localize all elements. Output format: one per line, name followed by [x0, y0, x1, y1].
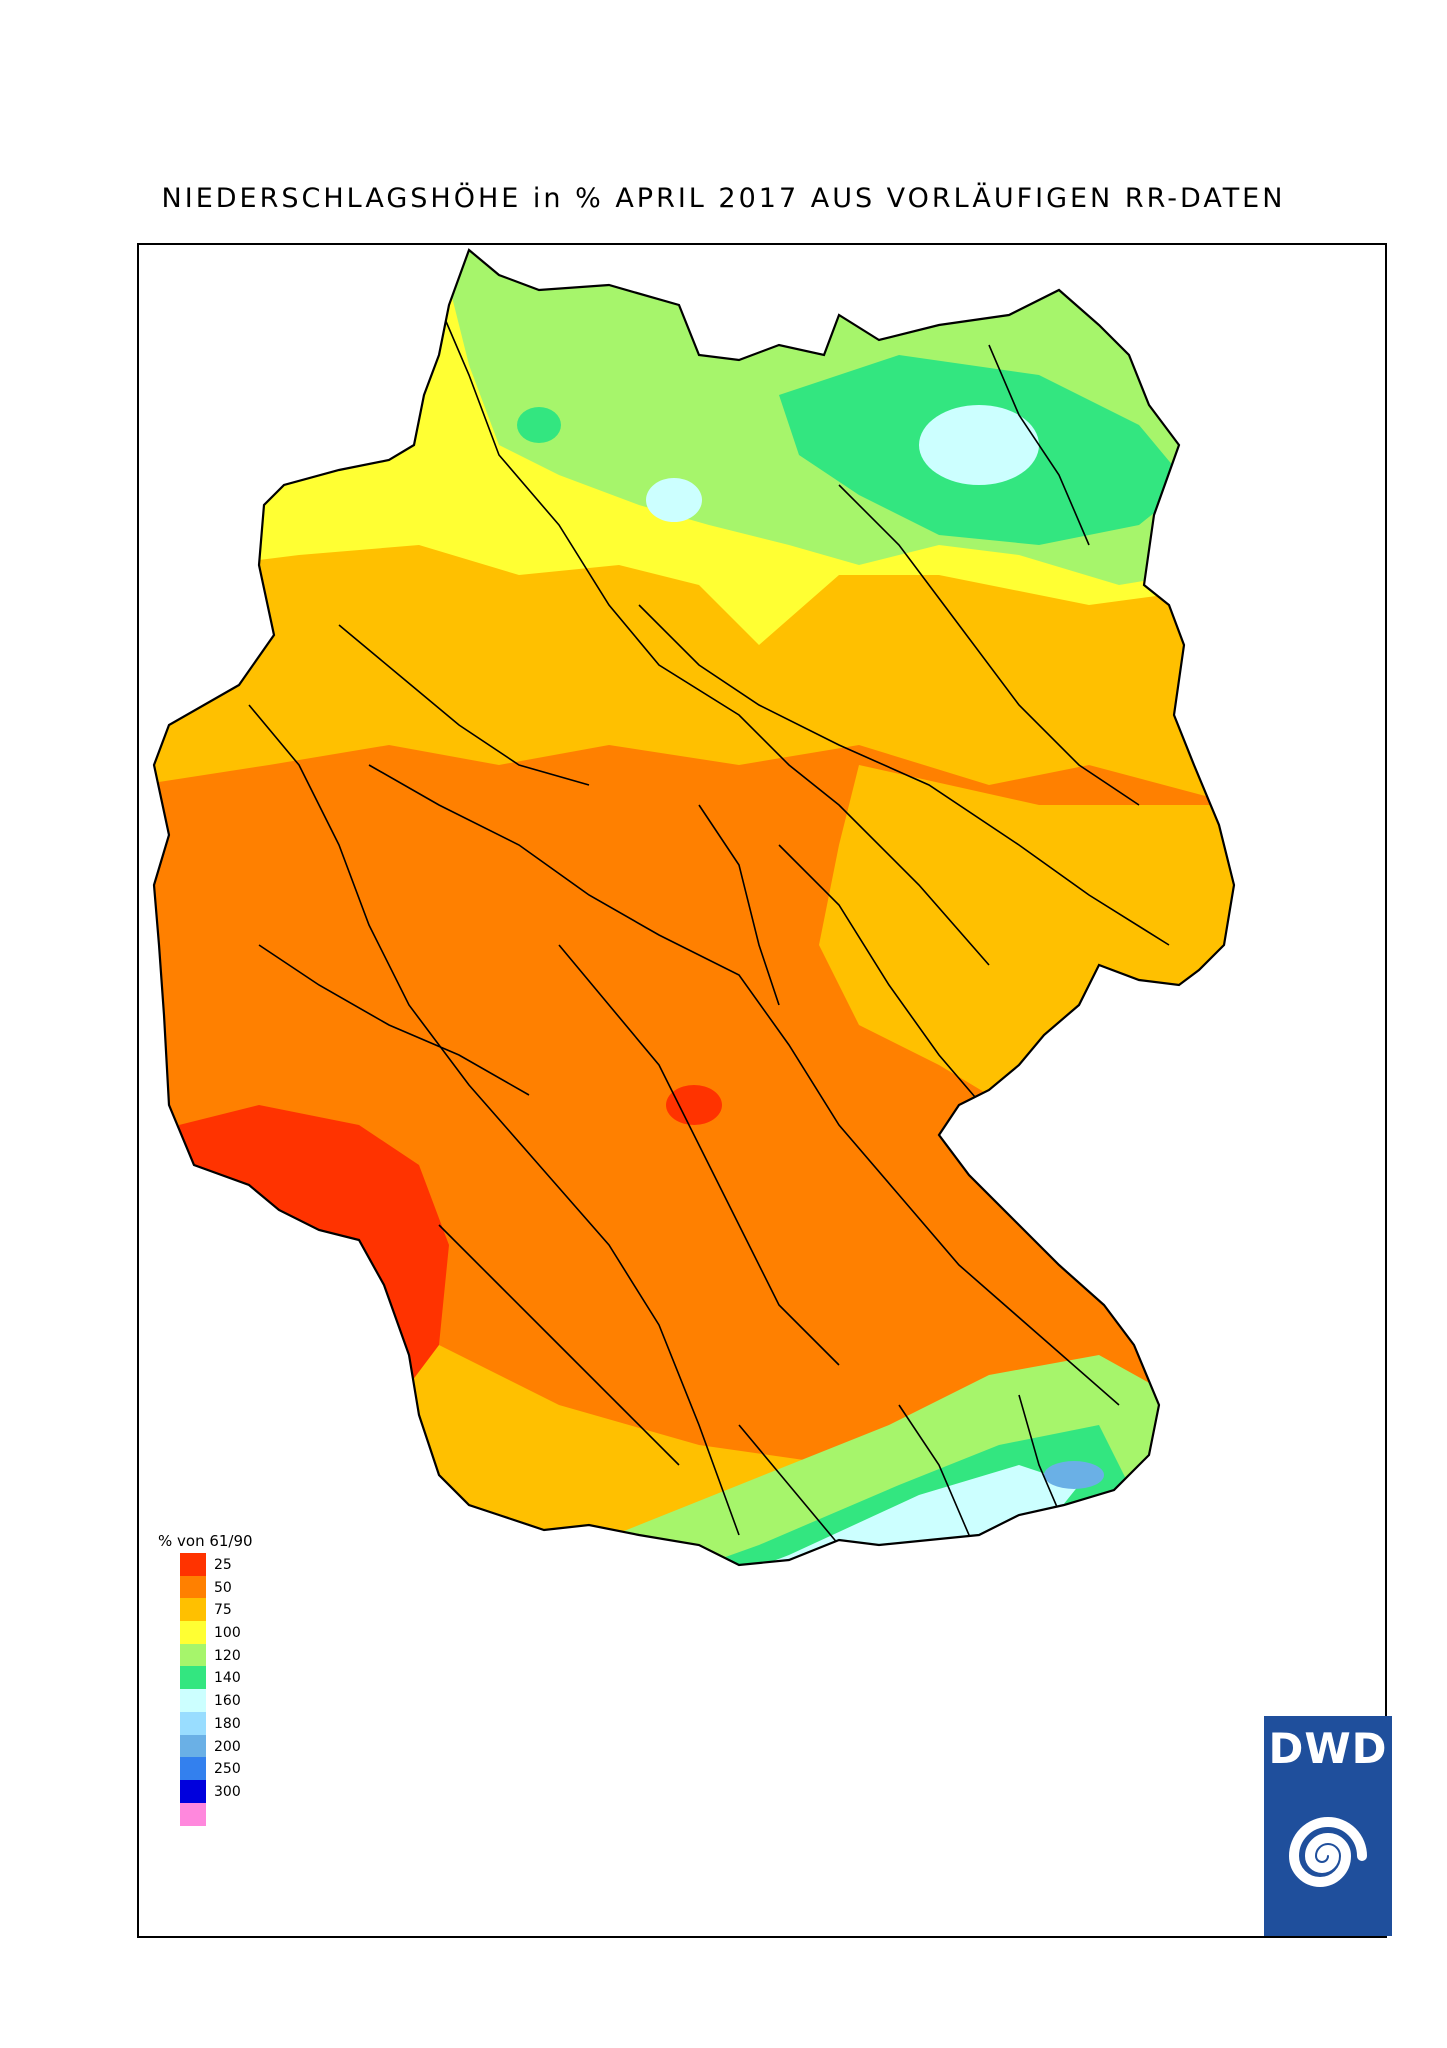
legend-swatch	[180, 1666, 206, 1690]
legend-swatch	[180, 1553, 206, 1576]
region-very-dry-spot	[666, 1085, 722, 1125]
river-line	[338, 624, 590, 786]
river-line	[638, 604, 1170, 946]
legend-item: 250	[158, 1757, 338, 1781]
river-line	[988, 344, 1090, 546]
legend: % von 61/90 25 50 75 100 120 140 160 180 200 250 3…	[158, 1529, 338, 1826]
river-line	[368, 764, 1120, 1406]
river-line	[698, 804, 780, 1006]
legend-item: 120	[158, 1643, 338, 1667]
legend-swatch	[180, 1598, 206, 1622]
river-line	[438, 304, 990, 966]
river-line	[838, 484, 1140, 806]
legend-label: 140	[214, 1670, 241, 1687]
legend-label: 50	[214, 1579, 232, 1596]
legend-label: 250	[214, 1761, 241, 1778]
legend-title: % von 61/90	[158, 1532, 253, 1550]
legend-label: 120	[214, 1647, 241, 1664]
logo-text: DWD	[1268, 1724, 1388, 1773]
region-wet-north-small	[517, 407, 561, 443]
dwd-logo: DWD	[1264, 1716, 1392, 1936]
river-line	[258, 944, 530, 1096]
region-very-wet-northeast	[919, 405, 1039, 485]
legend-label: 25	[214, 1557, 232, 1573]
legend-swatch	[180, 1689, 206, 1713]
legend-label: 200	[214, 1738, 241, 1755]
legend-item: 25	[158, 1553, 338, 1576]
river-line	[558, 944, 840, 1366]
river-line	[438, 1224, 680, 1466]
legend-swatch	[180, 1575, 206, 1599]
map-frame	[137, 243, 1387, 1938]
precipitation-map	[152, 248, 1236, 1567]
legend-label: 160	[214, 1693, 241, 1710]
legend-swatch	[180, 1757, 206, 1781]
legend-label: 100	[214, 1625, 241, 1642]
legend-swatch	[180, 1802, 206, 1826]
legend-label: 300	[214, 1783, 241, 1800]
legend-item	[158, 1802, 338, 1826]
legend-item: 140	[158, 1666, 338, 1690]
legend-swatch	[180, 1643, 206, 1667]
legend-swatch	[180, 1734, 206, 1758]
river-line	[738, 1424, 860, 1565]
legend-label: 75	[214, 1602, 232, 1619]
legend-item: 75	[158, 1598, 338, 1622]
legend-label: 180	[214, 1715, 241, 1732]
legend-scale: 25 50 75 100 120 140 160 180 200 250 300	[158, 1553, 338, 1826]
legend-swatch	[180, 1621, 206, 1645]
river-line	[248, 704, 740, 1536]
legend-item: 160	[158, 1689, 338, 1713]
map-title: NIEDERSCHLAGSHÖHE in % APRIL 2017 AUS VO…	[161, 183, 1286, 214]
legend-item: 300	[158, 1779, 338, 1803]
region-very-wet-north	[646, 478, 702, 522]
legend-item: 200	[158, 1734, 338, 1758]
legend-swatch	[180, 1779, 206, 1803]
legend-item: 50	[158, 1575, 338, 1599]
region-wettest-spot	[1044, 1461, 1104, 1489]
legend-swatch	[180, 1711, 206, 1735]
region-very-wet-south	[519, 1465, 1079, 1565]
dwd-swirl-icon	[1288, 1817, 1367, 1887]
legend-item: 100	[158, 1621, 338, 1645]
legend-item: 180	[158, 1711, 338, 1735]
